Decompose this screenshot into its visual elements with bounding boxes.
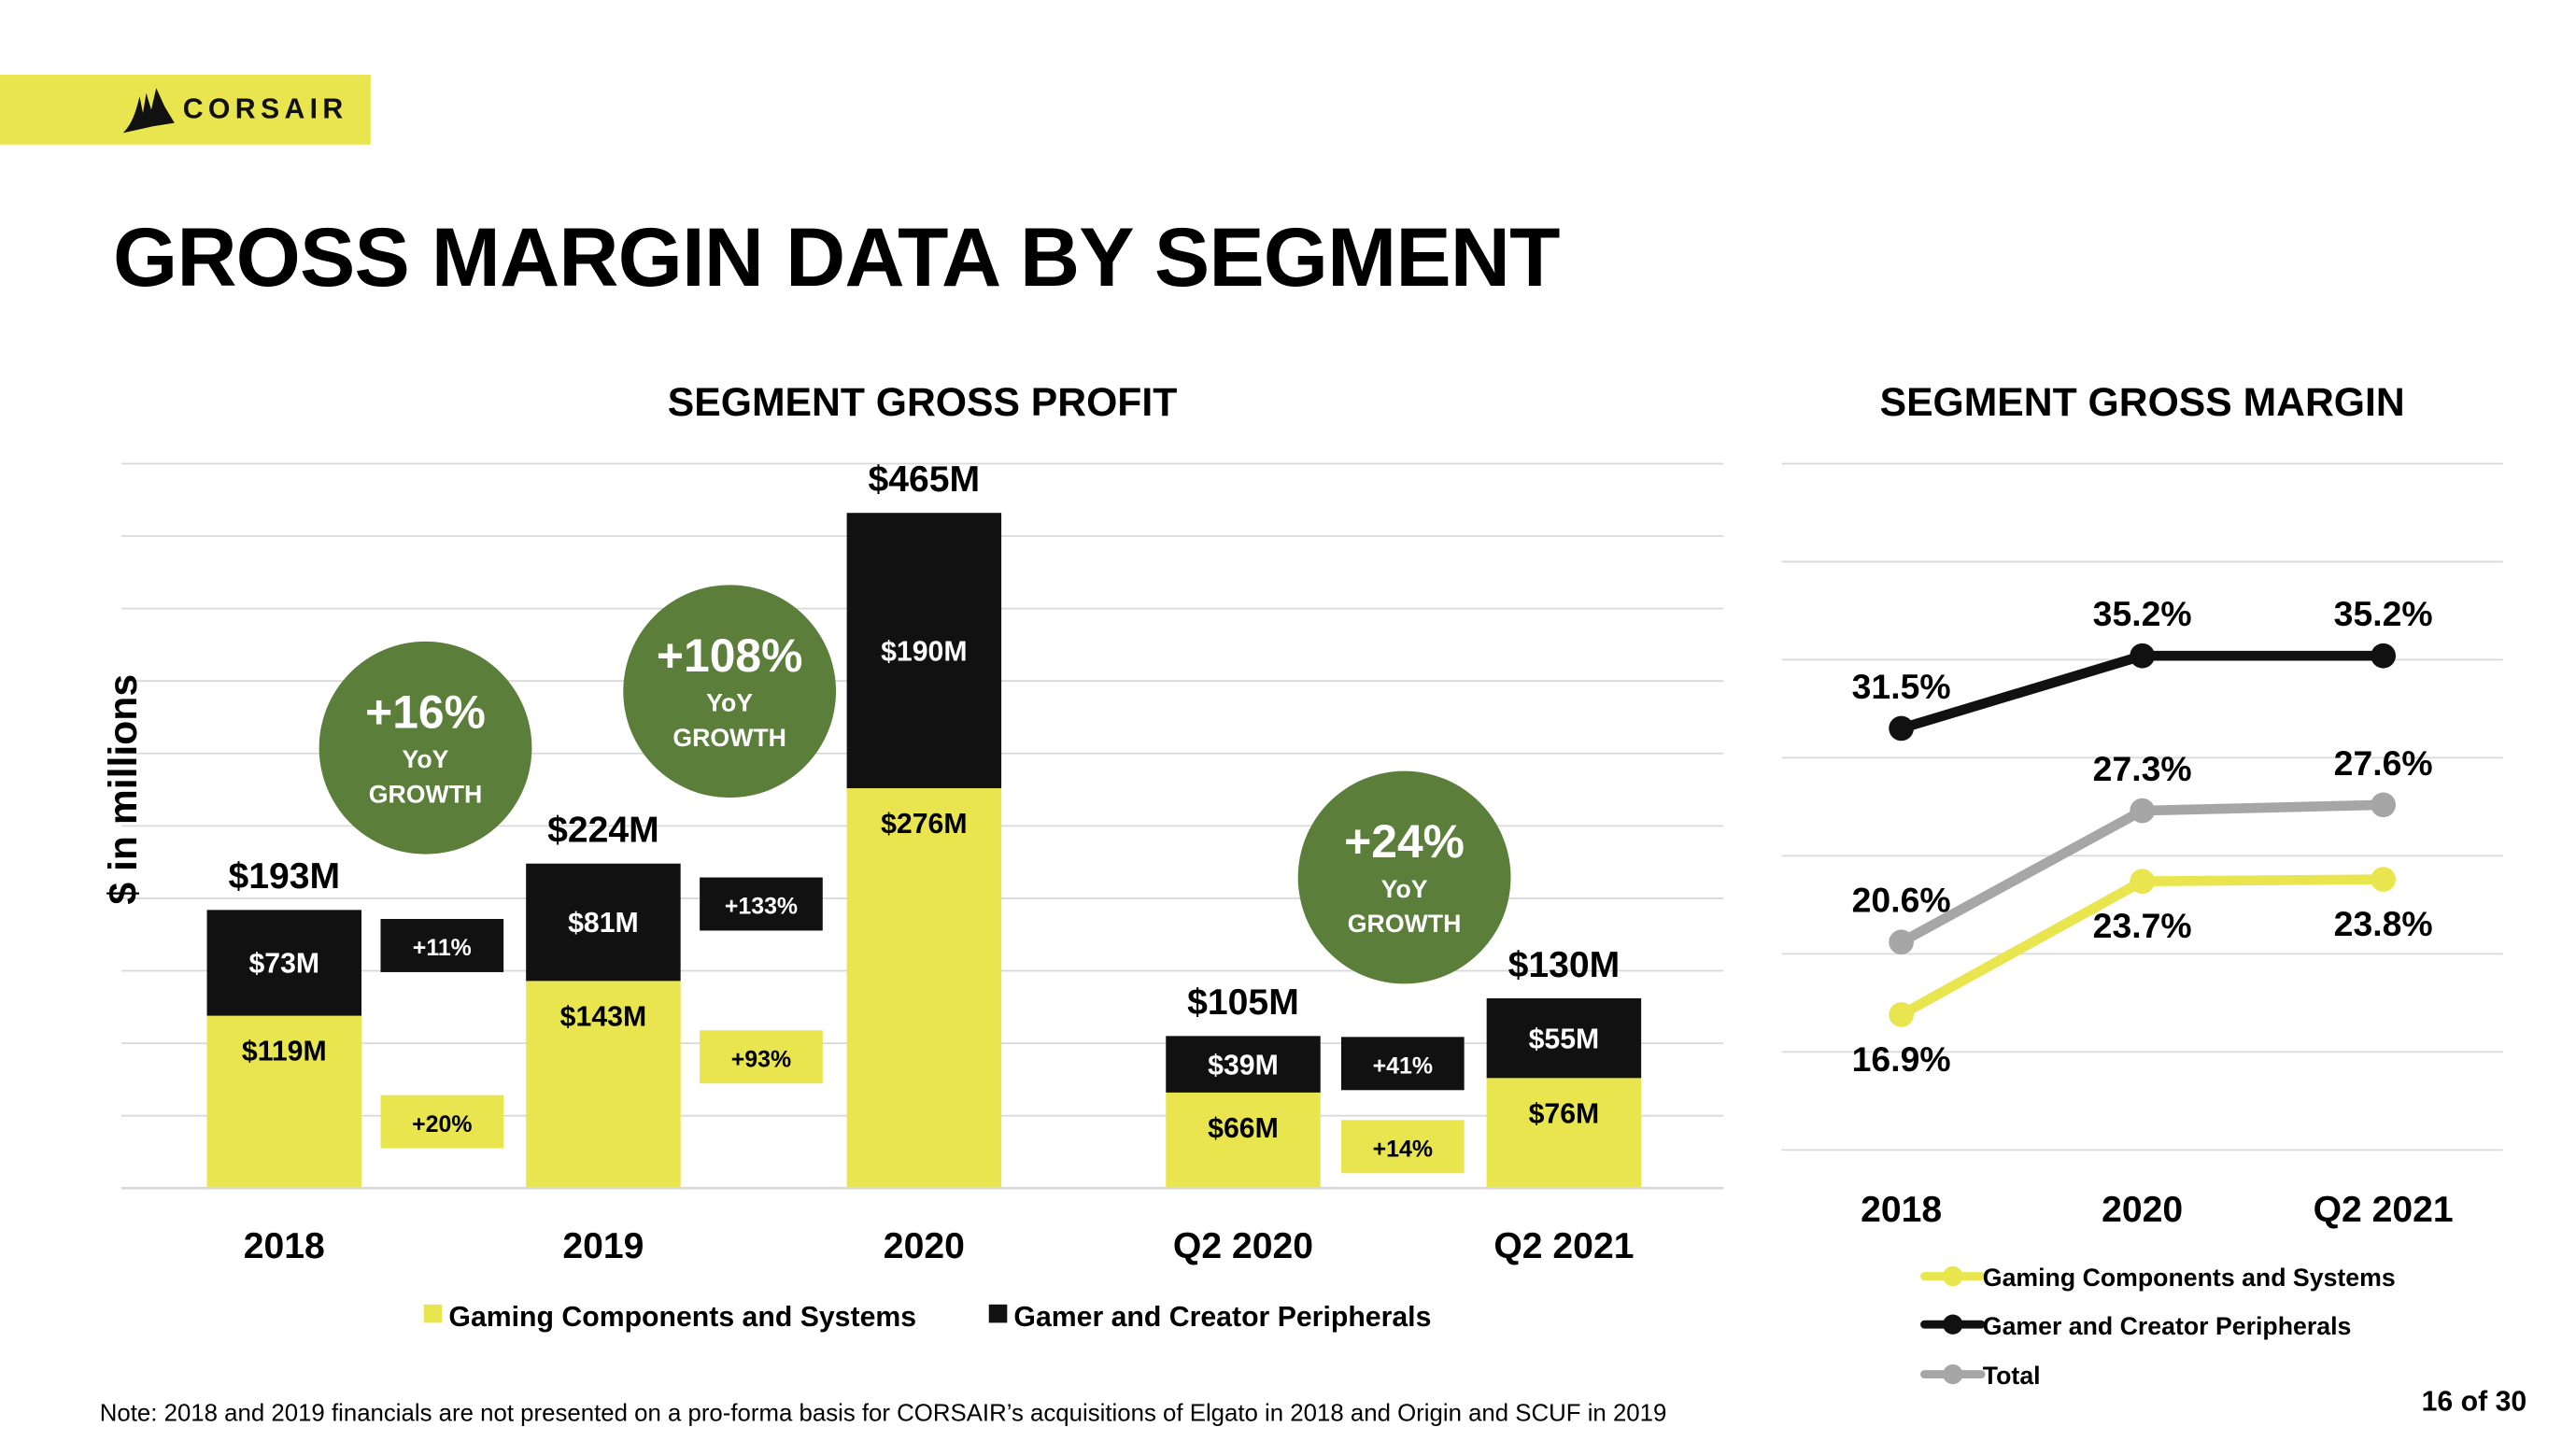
legend-marker-peripherals [1943, 1314, 1963, 1335]
corsair-logo-banner: CORSAIR [0, 75, 371, 145]
growth-box-peripherals [1340, 1037, 1465, 1091]
yoy-growth-text: YoY [706, 689, 753, 717]
yoy-growth-value: +108% [657, 629, 803, 682]
data-label-peripherals: 31.5% [1852, 667, 1951, 706]
point-gaming [2130, 869, 2155, 895]
yoy-growth-circle [318, 641, 532, 855]
legend-swatch-peripherals [988, 1304, 1008, 1323]
bar-peripherals [1166, 1036, 1321, 1093]
legend-label-gaming: Gaming Components and Systems [1983, 1264, 2396, 1292]
bar-total-label: $224M [547, 811, 659, 851]
y-axis-label: $ in millions [101, 674, 146, 905]
point-peripherals [1889, 715, 1914, 742]
legend-marker-total [1943, 1363, 1963, 1385]
data-label-total: 20.6% [1852, 881, 1951, 920]
segment-gross-profit-chart: SEGMENT GROSS PROFIT $ in millions $119M $7… [101, 380, 1724, 1333]
data-label-gaming: 23.8% [2334, 904, 2433, 943]
data-label-total: 27.3% [2093, 749, 2192, 788]
yoy-growth-circle [1297, 770, 1511, 984]
yoy-growth-text: GROWTH [1348, 910, 1462, 938]
growth-label-gaming: +14% [1373, 1136, 1433, 1162]
footnote: Note: 2018 and 2019 financials are not p… [99, 1401, 1667, 1428]
chart-title: SEGMENT GROSS MARGIN [1880, 380, 2405, 425]
page-number: 16 of 30 [2421, 1386, 2527, 1418]
bar-peripherals [206, 910, 362, 1016]
data-label-gaming: 23.7% [2093, 906, 2192, 945]
x-tick-label: 2019 [562, 1226, 644, 1266]
yoy-growth-text: YoY [1381, 875, 1428, 903]
point-total [2371, 792, 2397, 818]
bar-label-peripherals: $73M [248, 949, 319, 980]
growth-label-gaming: +93% [731, 1046, 791, 1072]
yoy-growth-text: YoY [403, 745, 449, 773]
legend-label-gaming: Gaming Components and Systems [448, 1302, 916, 1333]
bar-label-gaming: $276M [881, 809, 967, 840]
growth-box-gaming [380, 1095, 504, 1149]
growth-label-peripherals: +41% [1373, 1052, 1433, 1079]
page-title: GROSS MARGIN DATA BY SEGMENT [112, 210, 1561, 304]
legend-marker-gaming [1943, 1265, 1963, 1287]
bar-gaming [526, 981, 681, 1189]
growth-box-peripherals [700, 877, 823, 931]
point-total [2130, 798, 2155, 824]
legend-label-peripherals: Gamer and Creator Peripherals [1983, 1312, 2352, 1340]
segment-gross-margin-chart: SEGMENT GROSS MARGIN 2018 2020 Q2 2021 16.9%… [1781, 380, 2503, 1390]
x-tick-label: Q2 2020 [1173, 1226, 1313, 1266]
growth-box-gaming [700, 1030, 823, 1084]
growth-box-gaming [1340, 1120, 1465, 1174]
x-tick-label: Q2 2021 [2314, 1190, 2454, 1230]
x-tick-label: 2020 [884, 1226, 965, 1266]
bar-label-peripherals: $55M [1529, 1024, 1600, 1054]
yoy-growth-circle [623, 585, 837, 798]
bar-total-label: $465M [869, 459, 981, 500]
bar-label-gaming: $143M [560, 1001, 646, 1032]
bar-label-peripherals: $39M [1208, 1050, 1279, 1081]
yoy-growth-value: +24% [1344, 815, 1465, 868]
logo-text: CORSAIR [182, 92, 348, 125]
x-tick-label: Q2 2021 [1493, 1226, 1634, 1266]
point-gaming [2371, 867, 2397, 892]
growth-label-peripherals: +11% [413, 935, 472, 961]
yoy-growth-text: GROWTH [672, 724, 786, 752]
legend-swatch-gaming [423, 1304, 443, 1323]
data-label-peripherals: 35.2% [2093, 594, 2192, 633]
bar-peripherals [1486, 998, 1642, 1079]
bar-label-gaming: $119M [242, 1037, 327, 1067]
bar-total-label: $130M [1508, 945, 1621, 985]
point-peripherals [2371, 643, 2397, 669]
bar-gaming [206, 1015, 362, 1189]
legend-label-peripherals: Gamer and Creator Peripherals [1013, 1302, 1431, 1333]
bar-gaming [846, 788, 1002, 1189]
bar-label-gaming: $76M [1529, 1098, 1600, 1129]
x-tick-label: 2018 [244, 1226, 325, 1266]
growth-label-gaming: +20% [412, 1111, 472, 1137]
growth-box-peripherals [380, 919, 504, 972]
x-tick-label: 2018 [1861, 1190, 1942, 1230]
point-peripherals [2130, 643, 2155, 669]
data-label-peripherals: 35.2% [2334, 594, 2433, 633]
bar-peripherals [526, 863, 681, 982]
bar-label-peripherals: $81M [568, 908, 639, 939]
x-tick-label: 2020 [2102, 1190, 2183, 1230]
bar-gaming [1166, 1092, 1321, 1189]
data-label-gaming: 16.9% [1852, 1039, 1951, 1079]
yoy-growth-text: GROWTH [369, 780, 483, 808]
chart-title: SEGMENT GROSS PROFIT [668, 380, 1177, 425]
point-total [1889, 929, 1914, 955]
data-label-total: 27.6% [2334, 743, 2433, 783]
yoy-growth-value: +16% [365, 685, 486, 738]
bar-gaming [1486, 1078, 1642, 1189]
bar-total-label: $193M [228, 856, 340, 897]
bar-peripherals [846, 513, 1002, 789]
corsair-sails-icon [122, 88, 175, 134]
legend-label-total: Total [1983, 1362, 2041, 1390]
bar-total-label: $105M [1187, 982, 1299, 1023]
growth-label-peripherals: +133% [725, 894, 798, 920]
bar-label-gaming: $66M [1208, 1113, 1279, 1144]
point-gaming [1889, 1002, 1914, 1027]
bar-label-peripherals: $190M [881, 636, 967, 667]
